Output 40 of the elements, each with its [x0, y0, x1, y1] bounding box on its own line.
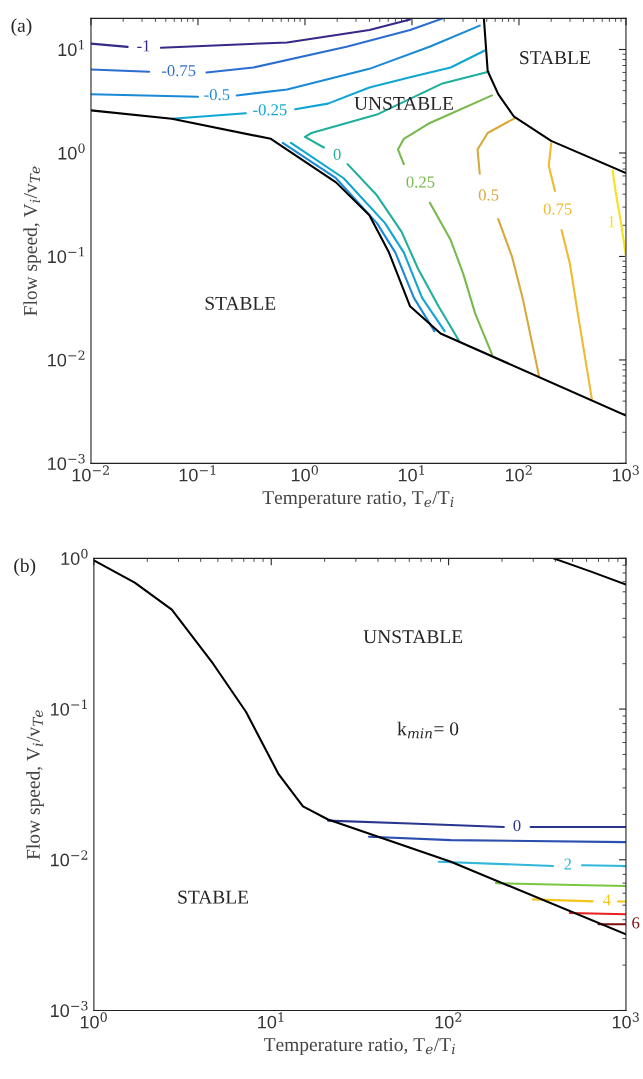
series-label: -0.75	[161, 65, 196, 77]
chart-title: (a)	[11, 18, 32, 36]
series-label: 0.25	[406, 176, 435, 188]
y-tick-label: 10$^{−2}$	[48, 350, 85, 367]
x-tick-label: 10$^{0}$	[80, 1012, 107, 1029]
series-label: 4	[602, 894, 611, 906]
series-label: 1	[608, 216, 615, 228]
x-axis-title: Temperature ratio, T$_{e}$/T$_{i}$	[262, 491, 454, 509]
x-tick-label: 10$^{0}$	[291, 465, 318, 482]
annotation: k$_{min}$= 0	[397, 721, 459, 739]
y-tick-label: 10$^{−1}$	[51, 699, 87, 716]
x-tick-label: 10$^{2}$	[435, 1012, 462, 1029]
annotation: UNSTABLE	[363, 630, 463, 644]
chart-title: (b)	[14, 558, 36, 577]
series-label: 0	[333, 148, 341, 160]
series-label: -0.5	[204, 88, 230, 101]
series-label: -0.25	[253, 104, 287, 116]
annotation: STABLE	[520, 51, 590, 65]
series-label: 0.75	[543, 203, 572, 215]
x-tick-label: 10$^{1}$	[258, 1012, 284, 1029]
y-tick-label: 10$^{−2}$	[51, 850, 88, 867]
annotation: STABLE	[178, 890, 249, 904]
x-tick-label: 10$^{3}$	[612, 1012, 639, 1029]
y-axis-title: Flow speed, V$_{i}$/v$_{Te}$	[26, 710, 44, 860]
y-tick-label: 10$^{−1}$	[48, 246, 84, 264]
series-label: 6	[632, 917, 640, 929]
x-tick-label: 10$^{2}$	[505, 465, 532, 482]
x-tick-label: 10$^{−1}$	[179, 465, 216, 482]
series-label: 0	[513, 819, 521, 832]
series-label: 2	[564, 858, 572, 870]
y-tick-label: 10$^{0}$	[61, 548, 88, 565]
y-tick-label: 10$^{1}$	[58, 39, 84, 57]
x-tick-label: 10$^{3}$	[612, 465, 639, 482]
series-label: 0.5	[478, 189, 499, 201]
y-axis-title: Flow speed, V$_{i}$/v$_{Te}$	[23, 166, 41, 316]
series-label: -1	[137, 40, 150, 52]
x-tick-label: 10$^{1}$	[398, 465, 425, 482]
y-tick-label: 10$^{0}$	[58, 143, 85, 160]
x-axis-title: Temperature ratio, T$_{e}$/T$_{i}$	[264, 1038, 455, 1056]
annotation: STABLE	[205, 296, 276, 310]
